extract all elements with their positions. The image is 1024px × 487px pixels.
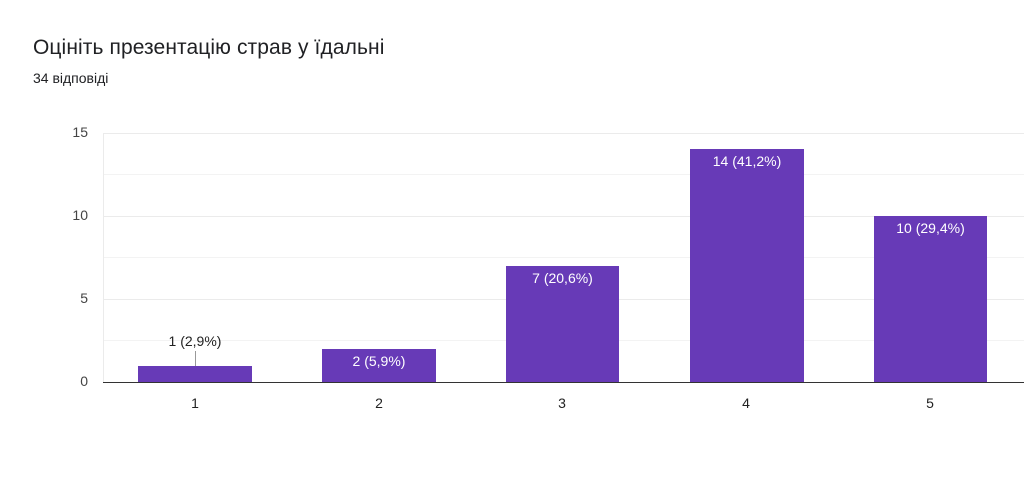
bar-4[interactable] [690,149,804,382]
y-tick-label: 0 [80,373,88,389]
bar-1[interactable] [138,366,252,382]
gridline-15 [103,133,1024,134]
x-tick-label: 4 [742,395,750,411]
bar-label-5: 10 (29,4%) [896,220,965,236]
label-leader-line [195,351,196,366]
x-tick-label: 1 [191,395,199,411]
y-tick-label: 15 [72,124,88,140]
y-axis-line [103,133,104,382]
bar-label-4: 14 (41,2%) [712,153,782,169]
gridline-7-5 [103,257,1024,258]
gridline-10 [103,216,1024,217]
y-tick-label: 10 [72,207,88,223]
bar-3[interactable] [506,266,619,382]
bar-label-1: 1 (2,9%) [168,333,222,349]
bar-2[interactable] [322,349,436,382]
x-tick-label: 2 [375,395,383,411]
chart-title: Оцініть презентацію страв у їдальні [33,36,385,59]
x-axis-line [103,382,1024,383]
x-tick-label: 3 [558,395,566,411]
x-tick-label: 5 [926,395,934,411]
bar-label-3: 7 (20,6%) [532,270,593,286]
response-count: 34 відповіді [33,70,109,86]
y-tick-label: 5 [80,290,88,306]
bar-5[interactable] [874,216,987,382]
bar-label-2: 2 (5,9%) [352,353,406,369]
gridline-12-5 [103,174,1024,175]
